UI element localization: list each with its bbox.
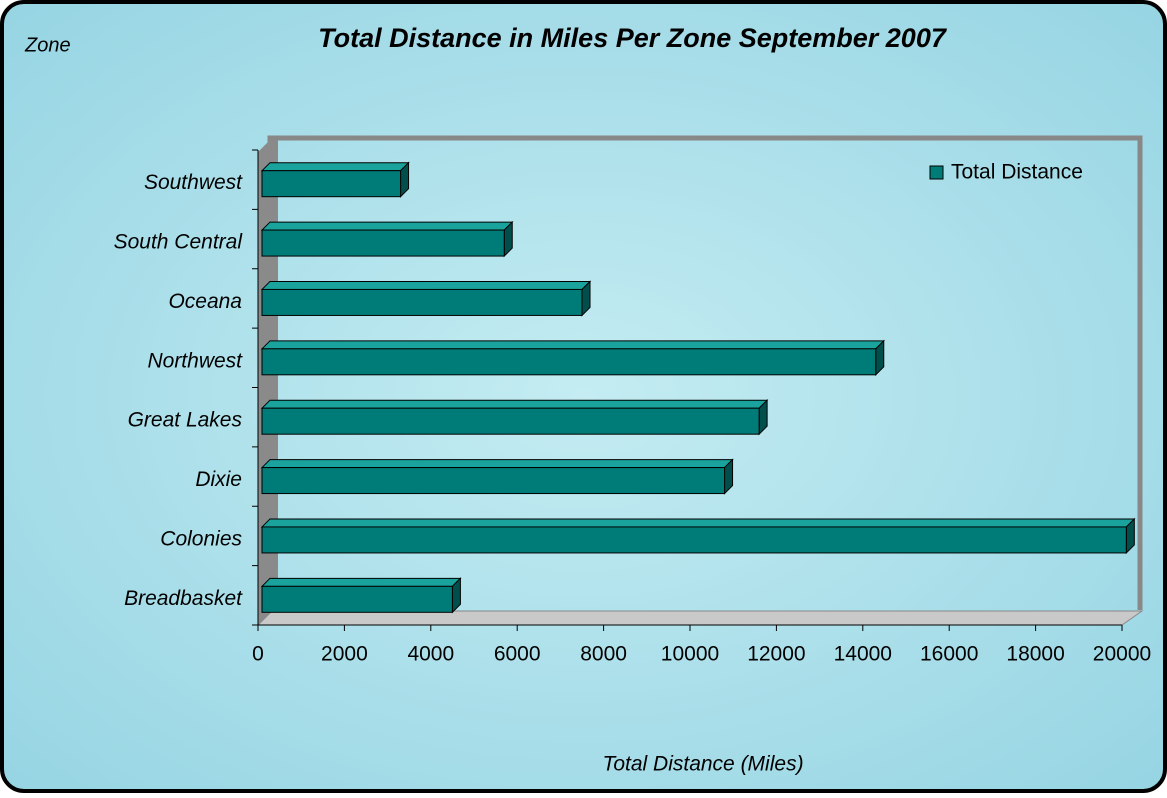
bar-top — [260, 399, 769, 409]
side-wall — [258, 140, 278, 625]
x-tick-label: 8000 — [580, 643, 627, 666]
x-tick-label: 10000 — [661, 643, 719, 666]
bar-top — [260, 518, 1136, 528]
legend-label: Total Distance — [951, 161, 1083, 184]
legend-swatch — [929, 165, 944, 180]
floor — [256, 610, 1144, 626]
y-tick-label: Northwest — [147, 349, 243, 372]
bar — [261, 407, 760, 435]
y-axis-label: Zone — [24, 34, 71, 56]
x-tick-label: 0 — [252, 643, 264, 666]
x-tick-label: 16000 — [920, 643, 978, 666]
x-tick-label: 14000 — [834, 643, 892, 666]
x-axis-label: Total Distance (Miles) — [602, 753, 803, 776]
bar — [261, 467, 726, 495]
bar — [261, 348, 877, 376]
y-tick-label: Southwest — [144, 171, 243, 194]
y-tick-label: Colonies — [160, 527, 242, 550]
y-tick-label: Dixie — [195, 468, 242, 491]
chart-title: Total Distance in Miles Per Zone Septemb… — [318, 23, 948, 53]
bar — [261, 526, 1127, 554]
bar-top — [260, 340, 885, 350]
y-tick-label: Great Lakes — [128, 409, 243, 432]
x-tick-label: 12000 — [747, 643, 805, 666]
bar-top — [260, 459, 734, 469]
x-tick-label: 2000 — [321, 643, 368, 666]
bar-top — [260, 280, 592, 290]
bar — [261, 288, 583, 316]
y-tick-label: Oceana — [168, 290, 242, 313]
bar — [261, 585, 453, 613]
y-tick-label: Breadbasket — [124, 587, 243, 610]
bar-top — [260, 221, 514, 231]
x-tick-label: 18000 — [1006, 643, 1064, 666]
x-tick-label: 6000 — [494, 643, 541, 666]
bar — [261, 229, 505, 257]
bar-top — [260, 162, 410, 172]
x-tick-label: 4000 — [407, 643, 454, 666]
legend: Total Distance — [929, 161, 1083, 184]
bar — [261, 170, 402, 198]
y-tick-label: South Central — [114, 231, 244, 254]
x-tick-label: 20000 — [1093, 643, 1151, 666]
bar-top — [260, 577, 462, 587]
